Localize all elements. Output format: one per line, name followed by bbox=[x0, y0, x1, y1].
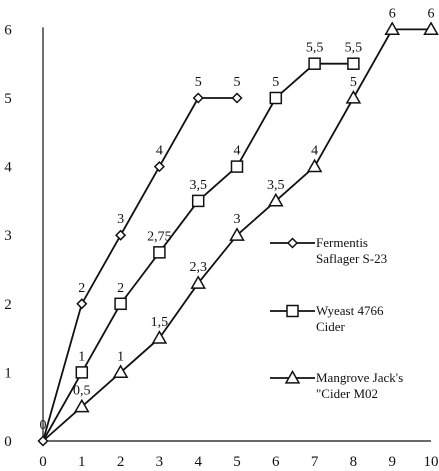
data-label: 5 bbox=[195, 75, 202, 90]
triangle-marker bbox=[74, 398, 90, 413]
x-tick-label: 7 bbox=[311, 454, 319, 470]
data-label: 4 bbox=[234, 144, 241, 159]
y-tick-label: 1 bbox=[4, 365, 12, 381]
data-label: 4 bbox=[311, 144, 318, 159]
series-markers bbox=[37, 21, 439, 447]
data-label: 3 bbox=[234, 212, 241, 227]
square-marker bbox=[286, 304, 299, 318]
square-marker bbox=[230, 160, 244, 173]
data-label: 1 bbox=[78, 349, 85, 364]
data-label: 5 bbox=[350, 75, 357, 90]
diamond-marker bbox=[37, 435, 49, 447]
data-label: 3,5 bbox=[267, 178, 285, 193]
data-label: 1 bbox=[117, 349, 124, 364]
data-label: 5,5 bbox=[306, 41, 324, 56]
square-marker bbox=[153, 246, 166, 259]
x-tick-label: 9 bbox=[388, 454, 396, 470]
y-tick-label: 2 bbox=[4, 297, 12, 313]
square-marker bbox=[191, 194, 205, 208]
triangle-marker bbox=[384, 21, 400, 36]
legend-label: "Cider M02 bbox=[316, 386, 378, 401]
data-label: 2,3 bbox=[189, 260, 207, 275]
triangle-marker bbox=[151, 330, 168, 344]
data-label: 5 bbox=[272, 75, 279, 90]
square-marker bbox=[308, 57, 321, 70]
y-tick-label: 0 bbox=[4, 434, 12, 450]
data-label: 0,5 bbox=[73, 384, 91, 399]
data-label: 6 bbox=[428, 6, 435, 21]
triangle-marker bbox=[190, 275, 206, 289]
data-label: 5 bbox=[234, 75, 241, 90]
triangle-marker bbox=[423, 21, 439, 36]
triangle-marker bbox=[268, 192, 284, 207]
data-label: 1,5 bbox=[151, 315, 169, 330]
data-label: 6 bbox=[389, 6, 396, 21]
triangle-marker bbox=[229, 227, 245, 241]
data-label: 4 bbox=[156, 144, 163, 159]
x-tick-label: 3 bbox=[156, 454, 164, 470]
x-tick-label: 1 bbox=[78, 454, 86, 470]
data-label: 2 bbox=[117, 281, 124, 296]
x-tick-label: 6 bbox=[272, 454, 280, 470]
diamond-marker bbox=[286, 237, 299, 249]
data-label: 5,5 bbox=[345, 41, 363, 56]
data-label: 0 bbox=[40, 418, 47, 433]
series-line-diamond bbox=[42, 97, 237, 442]
triangle-marker bbox=[284, 369, 301, 384]
x-tick-label: 2 bbox=[117, 454, 125, 470]
square-marker bbox=[114, 297, 127, 311]
legend-label: Saflager S-23 bbox=[316, 251, 387, 266]
legend-label: Wyeast 4766 bbox=[316, 303, 384, 318]
y-tick-label: 4 bbox=[4, 160, 12, 176]
data-label: 3,5 bbox=[189, 178, 207, 193]
triangle-marker bbox=[345, 89, 362, 104]
x-tick-label: 4 bbox=[194, 454, 202, 470]
x-tick-label: 8 bbox=[350, 454, 358, 470]
triangle-marker bbox=[306, 158, 323, 173]
x-tick-label: 0 bbox=[39, 454, 47, 470]
square-marker bbox=[269, 91, 283, 105]
diamond-marker bbox=[231, 92, 243, 104]
data-label: 3 bbox=[117, 212, 124, 227]
diamond-marker bbox=[153, 161, 165, 173]
triangle-marker bbox=[112, 364, 129, 379]
legend-label: Mangrove Jack's bbox=[316, 370, 403, 385]
legend-label: Fermentis bbox=[316, 235, 368, 250]
diamond-marker bbox=[115, 229, 127, 241]
data-label: 2 bbox=[78, 281, 85, 296]
data-label: 2,75 bbox=[147, 229, 172, 244]
legend-label: Cider bbox=[316, 319, 346, 334]
x-tick-label: 5 bbox=[233, 454, 241, 470]
diamond-marker bbox=[192, 92, 204, 104]
x-tick-label: 10 bbox=[424, 454, 439, 470]
y-tick-label: 3 bbox=[4, 228, 12, 244]
square-marker bbox=[75, 366, 89, 379]
y-tick-label: 5 bbox=[4, 91, 12, 107]
data-labels: 0 2 3 4 5 5 1 2 2,75 3,5 4 5 5,5 5,5 0,5 1 1,5 2,3 3 3,5 4 5 6… bbox=[40, 6, 435, 433]
y-tick-label: 6 bbox=[4, 22, 12, 38]
diamond-marker bbox=[76, 298, 88, 310]
square-marker bbox=[347, 57, 360, 70]
